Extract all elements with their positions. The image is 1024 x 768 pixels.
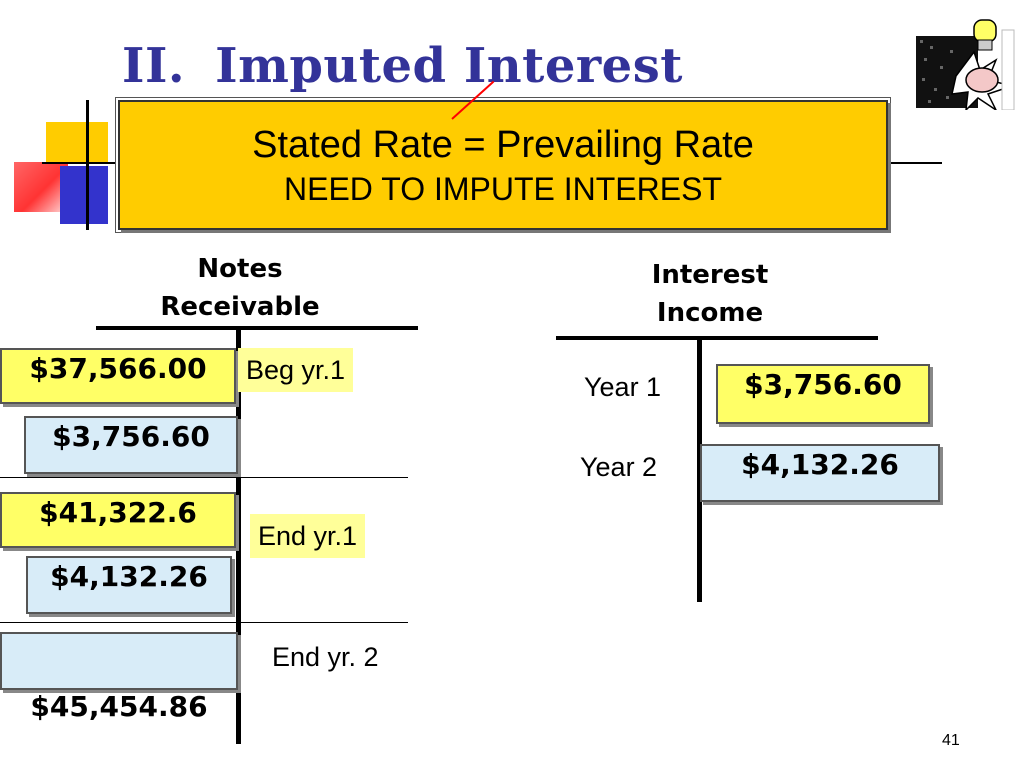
decor-vertical-line <box>86 100 89 230</box>
interest-income-header: Interest Income <box>651 260 769 328</box>
decor-red-square <box>14 162 68 212</box>
nr-label-end-yr2: End yr. 2 <box>272 642 379 672</box>
callout-line2: NEED TO IMPUTE INTEREST <box>284 171 722 207</box>
title-text: Imputed Interest <box>215 38 683 94</box>
nr-amount-interest-yr2: $4,132.26 <box>26 556 232 614</box>
nr-label-beg-yr1: Beg yr.1 <box>238 348 354 392</box>
interest-income-center-bar <box>697 340 702 602</box>
ii-label-year2: Year 2 <box>580 452 658 482</box>
ii-amount-year1: $3,756.60 <box>716 364 930 424</box>
notes-receivable-header: Notes Receivable <box>160 254 320 322</box>
subtotal-line-2 <box>0 622 408 623</box>
decor-yellow-square <box>46 122 108 162</box>
ii-amount-year2: $4,132.26 <box>700 444 940 502</box>
notes-receivable-center-bar <box>236 330 241 744</box>
decor-blue-square <box>60 166 108 224</box>
nr-amount-end-yr1: $41,322.6 <box>0 492 236 548</box>
title-number: II. <box>122 38 186 94</box>
callout-box: Stated Rate = Prevailing Rate NEED TO IM… <box>118 100 888 230</box>
nr-amount-beg-yr1: $37,566.00 <box>0 348 236 404</box>
subtotal-line-1 <box>0 477 408 478</box>
slide-title: II. Imputed Interest <box>122 38 683 94</box>
notes-receivable-top-bar <box>96 326 418 330</box>
interest-income-top-bar <box>556 336 878 340</box>
callout-line1: Stated Rate = Prevailing Rate <box>252 124 754 166</box>
nr-blank-box <box>0 632 238 690</box>
ii-label-year1: Year 1 <box>584 372 662 402</box>
page-number: 41 <box>942 732 960 749</box>
nr-amount-end-yr2: $45,454.86 <box>30 690 208 723</box>
nr-label-end-yr1: End yr.1 <box>250 514 366 558</box>
nr-amount-interest-yr1: $3,756.60 <box>24 416 238 474</box>
lightbulb-clipart-icon <box>916 19 1015 110</box>
